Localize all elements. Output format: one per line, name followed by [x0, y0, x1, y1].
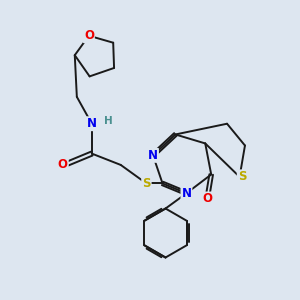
Text: S: S	[238, 170, 246, 183]
Text: S: S	[142, 177, 151, 190]
Text: H: H	[104, 116, 113, 126]
Text: N: N	[87, 117, 97, 130]
Text: O: O	[84, 29, 94, 42]
Text: O: O	[58, 158, 68, 171]
Text: N: N	[182, 187, 191, 200]
Text: N: N	[148, 149, 158, 162]
Text: O: O	[202, 193, 213, 206]
